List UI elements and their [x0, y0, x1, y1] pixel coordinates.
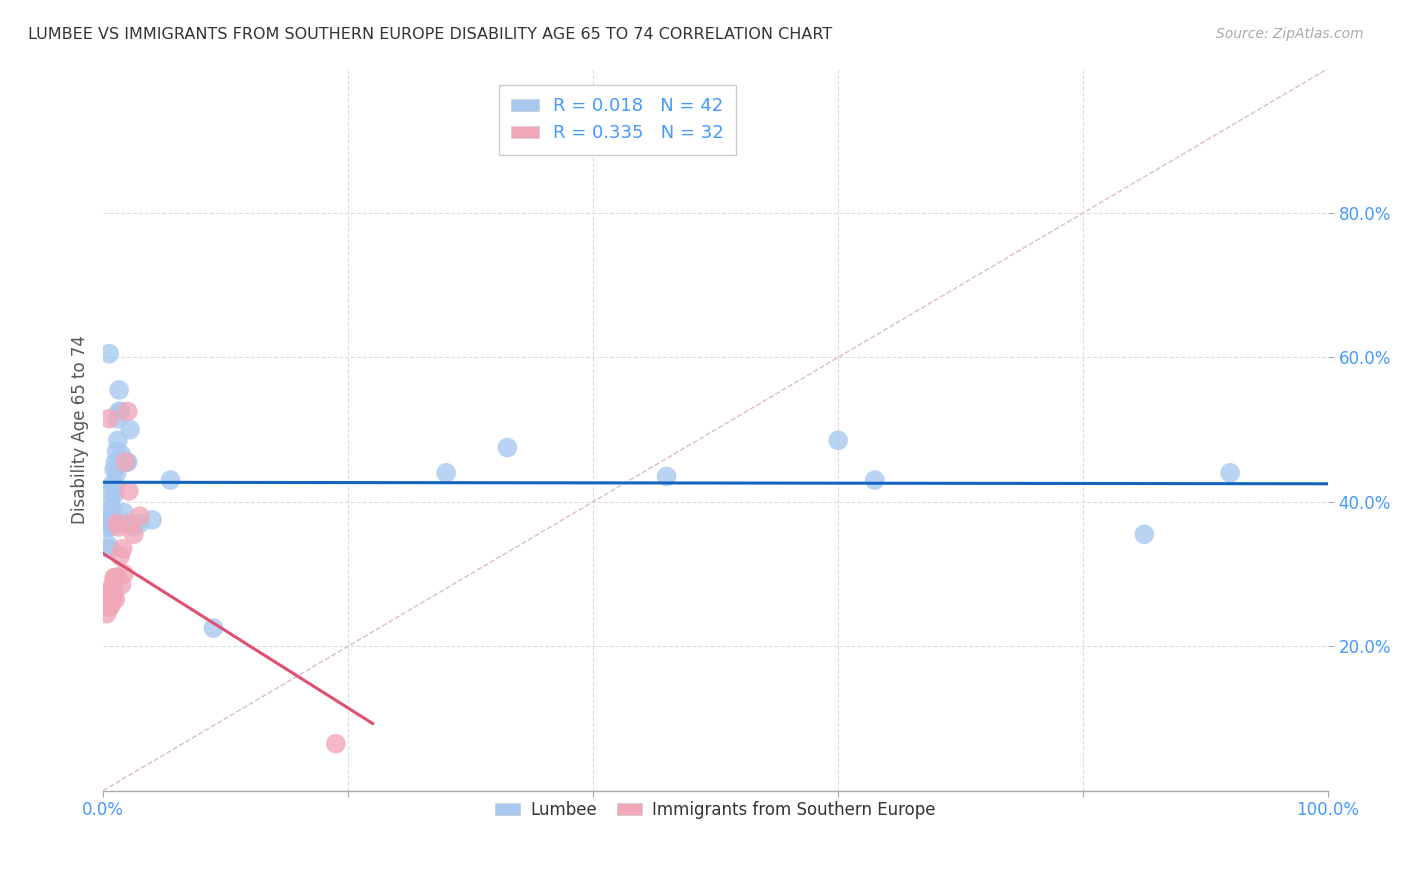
- Point: [434, 466, 457, 480]
- Point: [100, 599, 122, 614]
- Point: [100, 509, 122, 524]
- Point: [107, 434, 129, 448]
- Point: [98, 585, 121, 599]
- Point: [128, 509, 150, 524]
- Point: [1219, 466, 1241, 480]
- Point: [105, 516, 128, 531]
- Point: [101, 476, 124, 491]
- Point: [100, 520, 122, 534]
- Point: [98, 599, 121, 614]
- Point: [100, 495, 122, 509]
- Point: [117, 404, 139, 418]
- Point: [112, 506, 135, 520]
- Point: [103, 571, 125, 585]
- Point: [110, 448, 132, 462]
- Point: [120, 423, 142, 437]
- Point: [98, 541, 121, 556]
- Point: [827, 434, 849, 448]
- Point: [110, 549, 132, 563]
- Point: [655, 469, 678, 483]
- Point: [97, 520, 120, 534]
- Point: [105, 466, 128, 480]
- Point: [104, 571, 127, 585]
- Point: [120, 516, 142, 531]
- Point: [112, 566, 135, 581]
- Point: [97, 538, 120, 552]
- Point: [97, 589, 120, 603]
- Point: [863, 473, 886, 487]
- Text: LUMBEE VS IMMIGRANTS FROM SOUTHERN EUROPE DISABILITY AGE 65 TO 74 CORRELATION CH: LUMBEE VS IMMIGRANTS FROM SOUTHERN EUROP…: [28, 27, 832, 42]
- Point: [101, 592, 124, 607]
- Point: [114, 516, 136, 531]
- Text: Source: ZipAtlas.com: Source: ZipAtlas.com: [1216, 27, 1364, 41]
- Point: [100, 582, 122, 596]
- Point: [103, 585, 125, 599]
- Point: [122, 520, 145, 534]
- Point: [1133, 527, 1156, 541]
- Point: [122, 527, 145, 541]
- Point: [110, 404, 132, 418]
- Point: [96, 607, 118, 621]
- Point: [100, 585, 122, 599]
- Point: [107, 411, 129, 425]
- Point: [108, 383, 131, 397]
- Point: [496, 441, 519, 455]
- Point: [104, 480, 127, 494]
- Point: [94, 592, 117, 607]
- Point: [115, 455, 138, 469]
- Point: [117, 455, 139, 469]
- Point: [96, 516, 118, 531]
- Y-axis label: Disability Age 65 to 74: Disability Age 65 to 74: [72, 335, 89, 524]
- Point: [202, 621, 225, 635]
- Point: [105, 444, 128, 458]
- Point: [104, 592, 127, 607]
- Point: [111, 455, 134, 469]
- Point: [159, 473, 181, 487]
- Point: [98, 347, 121, 361]
- Point: [103, 462, 125, 476]
- Point: [108, 404, 131, 418]
- Point: [97, 599, 120, 614]
- Point: [100, 592, 122, 607]
- Point: [110, 578, 132, 592]
- Point: [100, 483, 122, 498]
- Point: [141, 513, 163, 527]
- Point: [325, 737, 347, 751]
- Point: [96, 596, 118, 610]
- Point: [111, 541, 134, 556]
- Point: [101, 502, 124, 516]
- Point: [114, 455, 136, 469]
- Point: [128, 516, 150, 531]
- Point: [98, 509, 121, 524]
- Legend: Lumbee, Immigrants from Southern Europe: Lumbee, Immigrants from Southern Europe: [489, 794, 942, 826]
- Point: [118, 483, 141, 498]
- Point: [107, 571, 129, 585]
- Point: [104, 455, 127, 469]
- Point: [101, 578, 124, 592]
- Point: [103, 487, 125, 501]
- Point: [98, 411, 121, 425]
- Point: [108, 520, 131, 534]
